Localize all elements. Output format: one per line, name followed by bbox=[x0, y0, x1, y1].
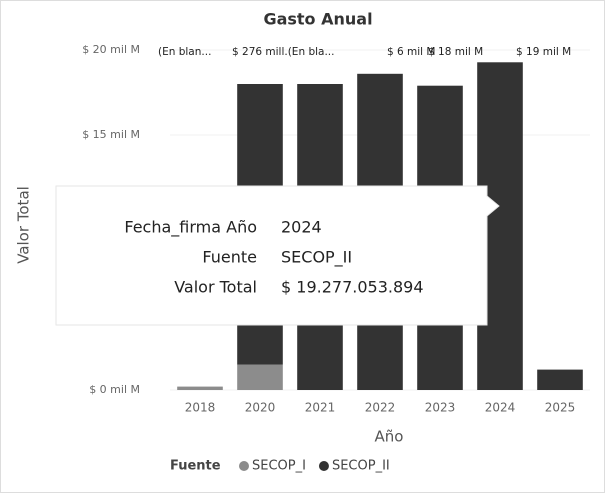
tooltip-value: $ 19.277.053.894 bbox=[281, 278, 424, 297]
tooltip-value: 2024 bbox=[281, 218, 322, 237]
data-label: (En blan... bbox=[158, 46, 211, 58]
tooltip-label: Valor Total bbox=[174, 278, 257, 297]
legend-label: SECOP_II bbox=[332, 459, 390, 474]
legend-label: SECOP_I bbox=[252, 459, 306, 474]
y-tick-label: $ 15 mil M bbox=[82, 128, 140, 141]
x-tick-label: 2024 bbox=[485, 401, 516, 415]
legend-title: Fuente bbox=[170, 459, 221, 474]
x-tick-label: 2022 bbox=[365, 401, 396, 415]
tooltip: Fecha_firma Año 2024 Fuente SECOP_II Valor T… bbox=[55, 185, 500, 326]
legend: Fuente SECOP_I SECOP_II bbox=[170, 459, 390, 474]
legend-marker bbox=[318, 461, 329, 471]
legend-marker bbox=[239, 461, 249, 471]
x-tick-label: 2018 bbox=[185, 401, 216, 415]
tooltip-label: Fecha_firma Año bbox=[124, 218, 257, 238]
bar-segment bbox=[177, 386, 223, 390]
chart-title: Gasto Anual bbox=[263, 10, 372, 29]
bar-segment bbox=[237, 364, 283, 390]
data-label: $ 6 mil M bbox=[387, 46, 436, 58]
y-tick-label: $ 20 mil M bbox=[82, 43, 140, 56]
data-label: $ 18 mil M bbox=[428, 46, 483, 58]
tooltip-value: SECOP_II bbox=[281, 248, 352, 268]
tooltip-label: Fuente bbox=[202, 248, 257, 267]
y-axis-label: Valor Total bbox=[15, 186, 33, 264]
x-tick-label: 2023 bbox=[425, 401, 456, 415]
x-axis-label: Año bbox=[375, 428, 404, 446]
x-tick-label: 2021 bbox=[305, 401, 336, 415]
y-tick-label: $ 0 mil M bbox=[89, 383, 140, 396]
x-tick-label: 2025 bbox=[545, 401, 576, 415]
x-tick-label: 2020 bbox=[245, 401, 276, 415]
bar-segment bbox=[537, 369, 583, 390]
data-label: $ 19 mil M bbox=[516, 46, 571, 58]
tooltip-box bbox=[55, 185, 500, 326]
data-label: $ 276 mill.(En bla... bbox=[232, 46, 334, 58]
